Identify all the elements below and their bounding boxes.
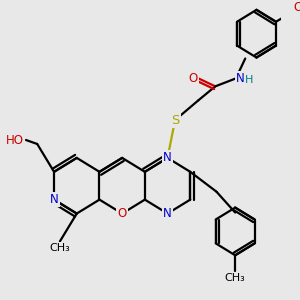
Text: N: N [50,193,58,206]
Text: N: N [163,207,172,220]
Text: N: N [163,152,172,164]
Text: O: O [294,1,300,14]
Text: O: O [118,207,127,220]
Text: O: O [188,72,197,85]
Text: N: N [236,72,245,85]
Text: CH₃: CH₃ [225,273,246,283]
Text: HO: HO [6,134,24,146]
Text: H: H [245,75,253,85]
Text: CH₃: CH₃ [50,243,70,253]
Text: S: S [171,114,179,127]
